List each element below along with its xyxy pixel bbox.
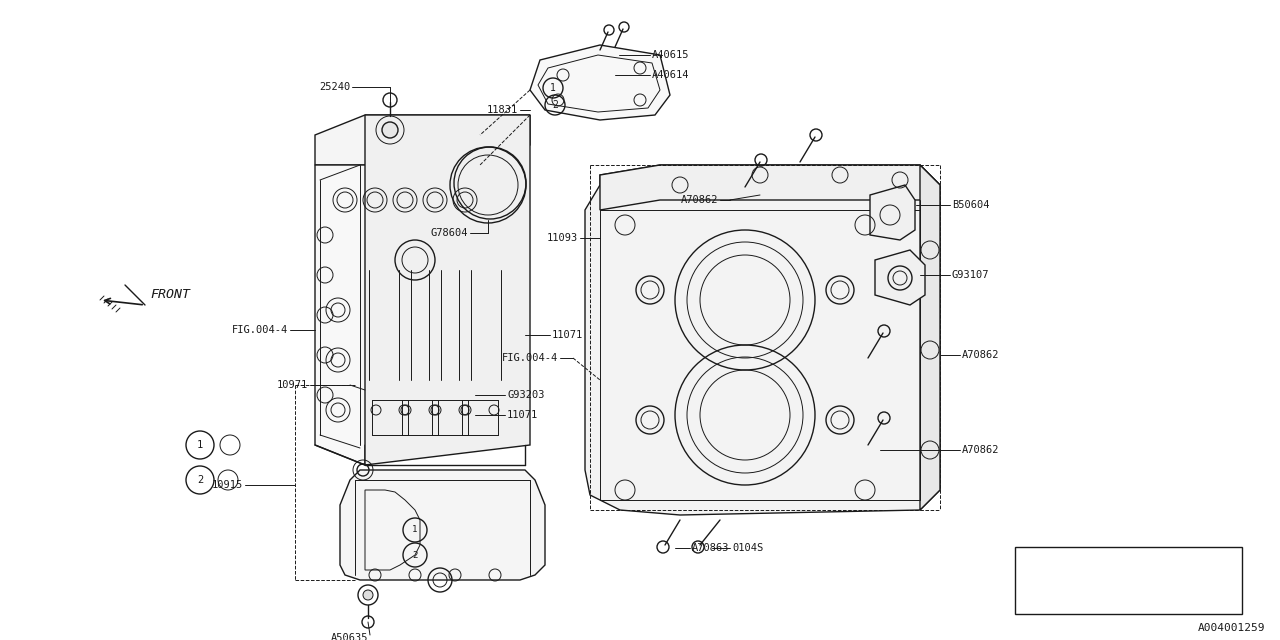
Circle shape (381, 122, 398, 138)
Polygon shape (585, 165, 940, 515)
Text: 0104S: 0104S (732, 543, 763, 553)
Text: 1: 1 (550, 83, 556, 93)
Text: 11071: 11071 (552, 330, 584, 340)
Text: FRONT: FRONT (150, 289, 189, 301)
Text: A70862: A70862 (963, 350, 1000, 360)
Text: G78604: G78604 (430, 228, 468, 238)
Polygon shape (876, 250, 925, 305)
Text: 1: 1 (197, 440, 204, 450)
Text: 10971: 10971 (276, 380, 308, 390)
Text: 2: 2 (552, 100, 558, 110)
Polygon shape (530, 45, 669, 120)
Text: 11071: 11071 (507, 410, 539, 420)
Text: 25240: 25240 (319, 82, 349, 92)
Text: A70862: A70862 (963, 445, 1000, 455)
Polygon shape (600, 165, 940, 210)
Text: A70862: A70862 (681, 195, 718, 205)
Text: A40614: A40614 (652, 70, 690, 80)
Polygon shape (340, 470, 545, 580)
Text: A40615: A40615 (652, 50, 690, 60)
Text: G93107: G93107 (952, 270, 989, 280)
Text: 2: 2 (1033, 590, 1039, 600)
Text: 2: 2 (197, 475, 204, 485)
Text: FIG.004-4: FIG.004-4 (502, 353, 558, 363)
Text: 11831: 11831 (486, 105, 518, 115)
Text: 11093: 11093 (547, 233, 579, 243)
Text: 1: 1 (1033, 558, 1039, 568)
Text: A70863: A70863 (692, 543, 730, 553)
Text: D92801: D92801 (1068, 590, 1105, 600)
Polygon shape (315, 115, 530, 165)
Text: A50635: A50635 (330, 633, 369, 640)
Polygon shape (920, 165, 940, 510)
Text: 10915: 10915 (211, 480, 243, 490)
Text: 11021*A: 11021*A (1068, 558, 1111, 568)
Text: G93203: G93203 (507, 390, 544, 400)
Polygon shape (870, 185, 915, 240)
Text: B50604: B50604 (952, 200, 989, 210)
Polygon shape (315, 145, 525, 465)
Text: 2: 2 (412, 550, 417, 559)
Bar (1015, 547, 1242, 614)
Text: A004001259: A004001259 (1198, 623, 1265, 633)
Text: 1: 1 (412, 525, 417, 534)
Polygon shape (365, 115, 530, 465)
Text: FIG.004-4: FIG.004-4 (232, 325, 288, 335)
Circle shape (364, 590, 372, 600)
